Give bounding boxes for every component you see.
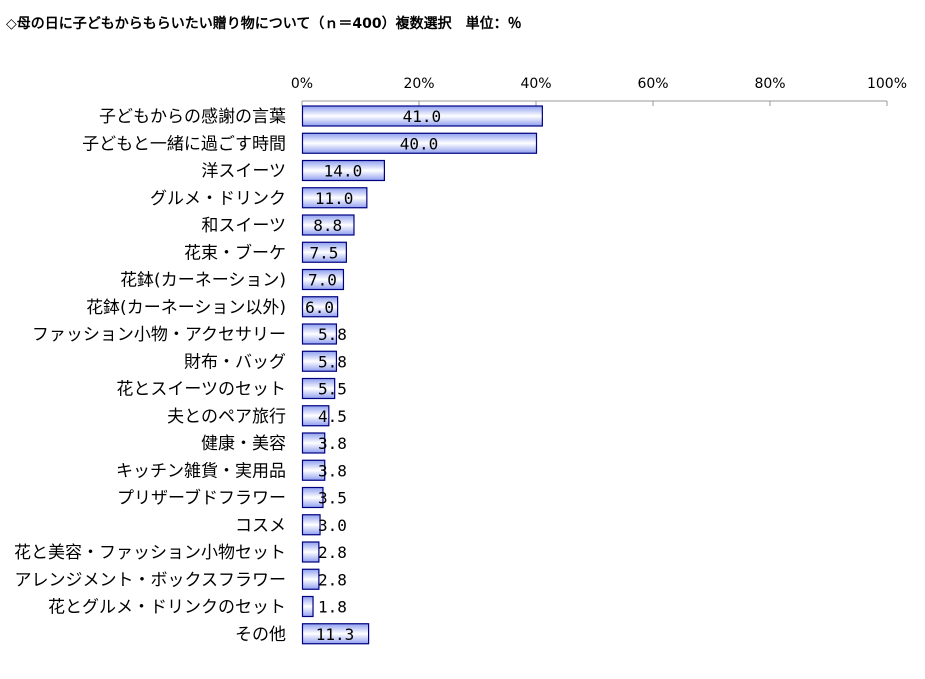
- x-tick-label: 0%: [291, 76, 313, 92]
- bar: [301, 241, 347, 263]
- data-label: 3.8: [318, 434, 347, 453]
- category-label: グルメ・ドリンク: [150, 189, 286, 209]
- category-label: 子どもと一緒に過ごす時間: [82, 134, 286, 154]
- category-label: 洋スイーツ: [201, 162, 286, 182]
- data-label: 4.5: [318, 407, 347, 426]
- data-label: 3.8: [318, 461, 347, 480]
- category-label: キッチン雑貨・実用品: [116, 461, 286, 481]
- category-label: 健康・美容: [201, 434, 286, 454]
- value-labels: 41.0 40.0 14.0 11.0 8.8 7.5 7.0 6.0 5.8 5.8 5.5 4.5…: [305, 107, 441, 644]
- x-tick-label: 100%: [867, 76, 907, 92]
- data-label: 2.8: [318, 543, 347, 562]
- category-label: ファッション小物・アクセサリー: [32, 325, 286, 345]
- x-tick-label: 60%: [637, 76, 668, 92]
- category-label: 和スイーツ: [201, 216, 286, 236]
- bar: [301, 296, 339, 318]
- bar: [301, 432, 326, 454]
- x-tick-label: 80%: [754, 76, 785, 92]
- bar: [301, 214, 355, 236]
- bar: [301, 568, 320, 590]
- data-label: 40.0: [400, 134, 439, 153]
- data-label: 1.8: [318, 598, 347, 617]
- bar: [301, 132, 538, 154]
- category-label: 花鉢(カーネーション): [120, 271, 286, 291]
- category-label: 財布・バッグ: [184, 352, 286, 372]
- category-label: コスメ: [235, 516, 286, 536]
- data-label: 41.0: [403, 107, 442, 126]
- category-label: アレンジメント・ボックスフラワー: [15, 570, 287, 590]
- category-labels: 子どもからの感謝の言葉子どもと一緒に過ごす時間洋スイーツグルメ・ドリンク和スイー…: [14, 107, 286, 645]
- category-label: 花とスイーツのセット: [116, 380, 286, 400]
- x-axis-ticks: 0% 20% 40% 60% 80% 100%: [291, 76, 907, 106]
- bar: [301, 486, 324, 509]
- x-tick-label: 20%: [403, 76, 434, 92]
- data-label: 2.8: [318, 570, 347, 589]
- x-tick-label: 40%: [520, 76, 551, 92]
- category-label: その他: [235, 625, 286, 645]
- data-label: 7.0: [308, 271, 337, 290]
- data-label: 11.0: [315, 189, 354, 208]
- category-label: 花束・ブーケ: [184, 242, 286, 263]
- category-label: 花と美容・ファッション小物セット: [14, 543, 286, 563]
- chart-title: ◇母の日に子どもからもらいたい贈り物について（ｎ＝400）複数選択 単位：％: [6, 16, 522, 32]
- bar: [301, 514, 321, 536]
- bar: [301, 159, 386, 182]
- bar: [301, 405, 330, 427]
- data-label: 7.5: [309, 243, 338, 262]
- category-label: プリザーブドフラワー: [117, 488, 286, 509]
- bar: [301, 595, 314, 618]
- bar: [301, 268, 345, 291]
- data-label: 14.0: [324, 162, 363, 181]
- data-label: 3.5: [318, 489, 347, 508]
- data-label: 5.8: [318, 325, 347, 344]
- bar: [301, 187, 368, 209]
- category-label: 花鉢(カーネーション以外): [86, 298, 286, 318]
- category-label: 夫とのペア旅行: [167, 407, 286, 427]
- bar: [301, 323, 338, 345]
- bar: [301, 459, 326, 481]
- bars: [301, 105, 543, 645]
- category-label: 花とグルメ・ドリンクのセット: [48, 598, 286, 618]
- bar: [301, 377, 336, 400]
- data-label: 6.0: [305, 298, 334, 317]
- data-label: 8.8: [313, 216, 342, 235]
- data-label: 3.0: [318, 516, 347, 535]
- data-label: 11.3: [316, 625, 355, 644]
- bar: [301, 105, 543, 127]
- data-label: 5.8: [318, 352, 347, 371]
- bar: [301, 541, 320, 563]
- bar: [301, 623, 370, 645]
- bar: [301, 350, 338, 372]
- data-label: 5.5: [318, 380, 347, 399]
- category-label: 子どもからの感謝の言葉: [99, 107, 286, 127]
